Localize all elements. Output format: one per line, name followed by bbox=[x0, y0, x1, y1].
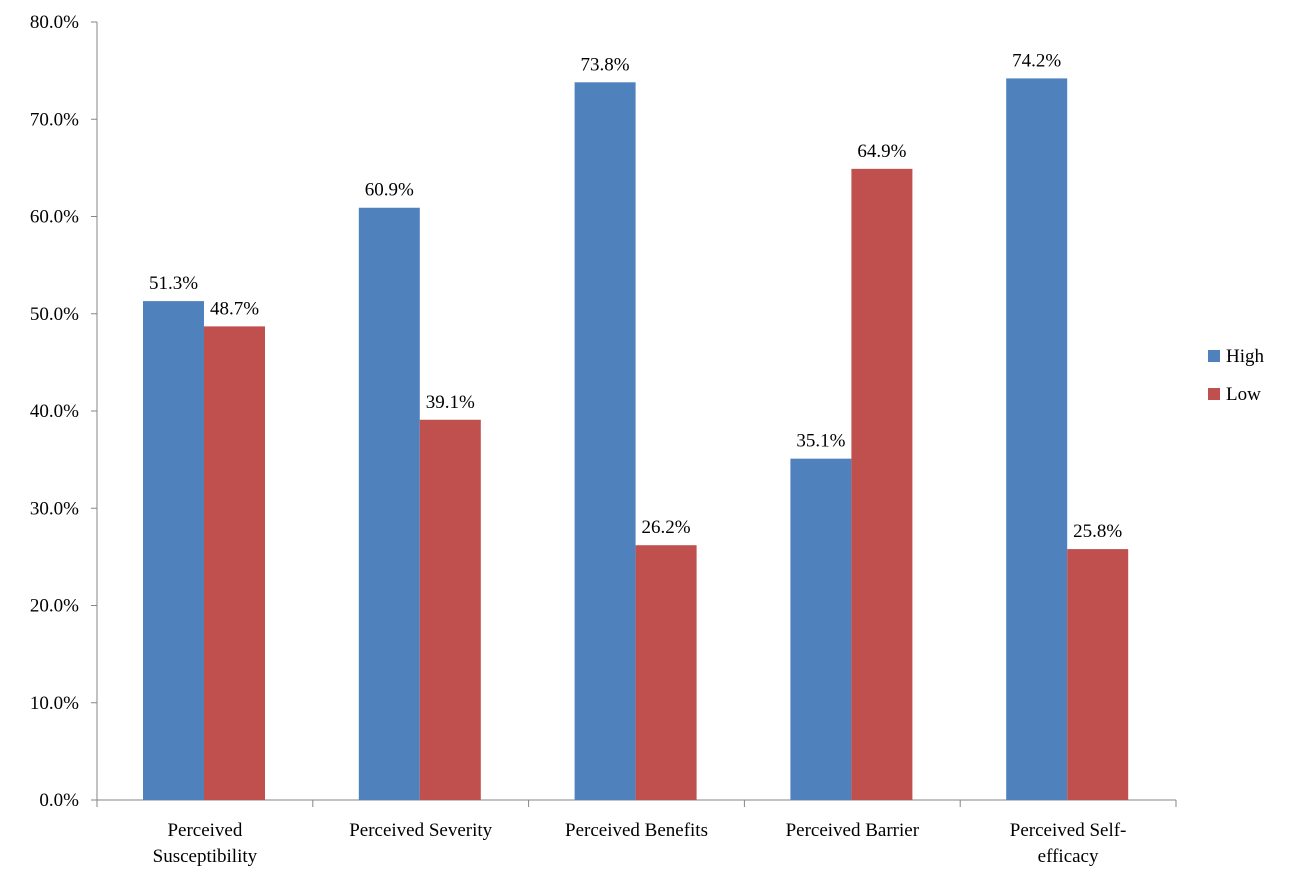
y-tick-label: 10.0% bbox=[30, 693, 79, 714]
bar-high-1 bbox=[358, 207, 420, 800]
x-category-label: Susceptibility bbox=[153, 846, 258, 867]
data-label-high: 51.3% bbox=[149, 273, 198, 294]
y-tick-label: 30.0% bbox=[30, 498, 79, 519]
y-tick-label: 70.0% bbox=[30, 109, 79, 130]
label-layer: 51.3% 60.9% 73.8% 35.1% 74.2% 48.7% 39.1% 26.2%… bbox=[149, 50, 1122, 542]
bar-low-4 bbox=[1067, 549, 1129, 800]
data-label-low: 25.8% bbox=[1073, 521, 1122, 542]
y-tick-label: 0.0% bbox=[39, 790, 79, 811]
bar-low-2 bbox=[635, 545, 697, 800]
data-label-low: 48.7% bbox=[210, 298, 259, 319]
x-category-label: Perceived Severity bbox=[349, 820, 492, 841]
bar-high-3 bbox=[790, 458, 852, 800]
axis-layer: 0.0% 10.0% 20.0% 30.0% 40.0% 50.0% 60.0% 70.0% 8… bbox=[30, 12, 1177, 867]
data-label-low: 64.9% bbox=[857, 141, 906, 162]
y-tick-label: 20.0% bbox=[30, 596, 79, 617]
legend-swatch-high bbox=[1208, 350, 1220, 362]
legend: High Low bbox=[1208, 346, 1265, 405]
data-label-high: 74.2% bbox=[1012, 50, 1061, 71]
y-tick-label: 40.0% bbox=[30, 401, 79, 422]
data-label-low: 26.2% bbox=[642, 517, 691, 538]
bar-layer bbox=[143, 78, 1129, 801]
legend-swatch-low bbox=[1208, 388, 1220, 400]
y-tick-label: 50.0% bbox=[30, 304, 79, 325]
bar-low-1 bbox=[419, 419, 481, 800]
data-label-high: 73.8% bbox=[581, 54, 630, 75]
legend-label-high: High bbox=[1226, 346, 1265, 367]
y-tick-label: 60.0% bbox=[30, 207, 79, 228]
bar-high-4 bbox=[1006, 78, 1068, 800]
x-category-label: Perceived bbox=[167, 820, 242, 841]
data-label-high: 35.1% bbox=[796, 431, 845, 452]
x-category-label: efficacy bbox=[1038, 846, 1099, 867]
bar-high-2 bbox=[574, 82, 636, 801]
legend-label-low: Low bbox=[1226, 384, 1261, 405]
bar-high-0 bbox=[143, 301, 204, 800]
data-label-high: 60.9% bbox=[365, 180, 414, 201]
x-category-label: Perceived Barrier bbox=[786, 820, 920, 841]
bar-low-3 bbox=[851, 168, 913, 800]
x-category-label: Perceived Self- bbox=[1010, 820, 1127, 841]
x-category-label: Perceived Benefits bbox=[565, 820, 708, 841]
y-tick-label: 80.0% bbox=[30, 12, 79, 33]
data-label-low: 39.1% bbox=[426, 392, 475, 413]
bar-low-0 bbox=[204, 326, 265, 800]
